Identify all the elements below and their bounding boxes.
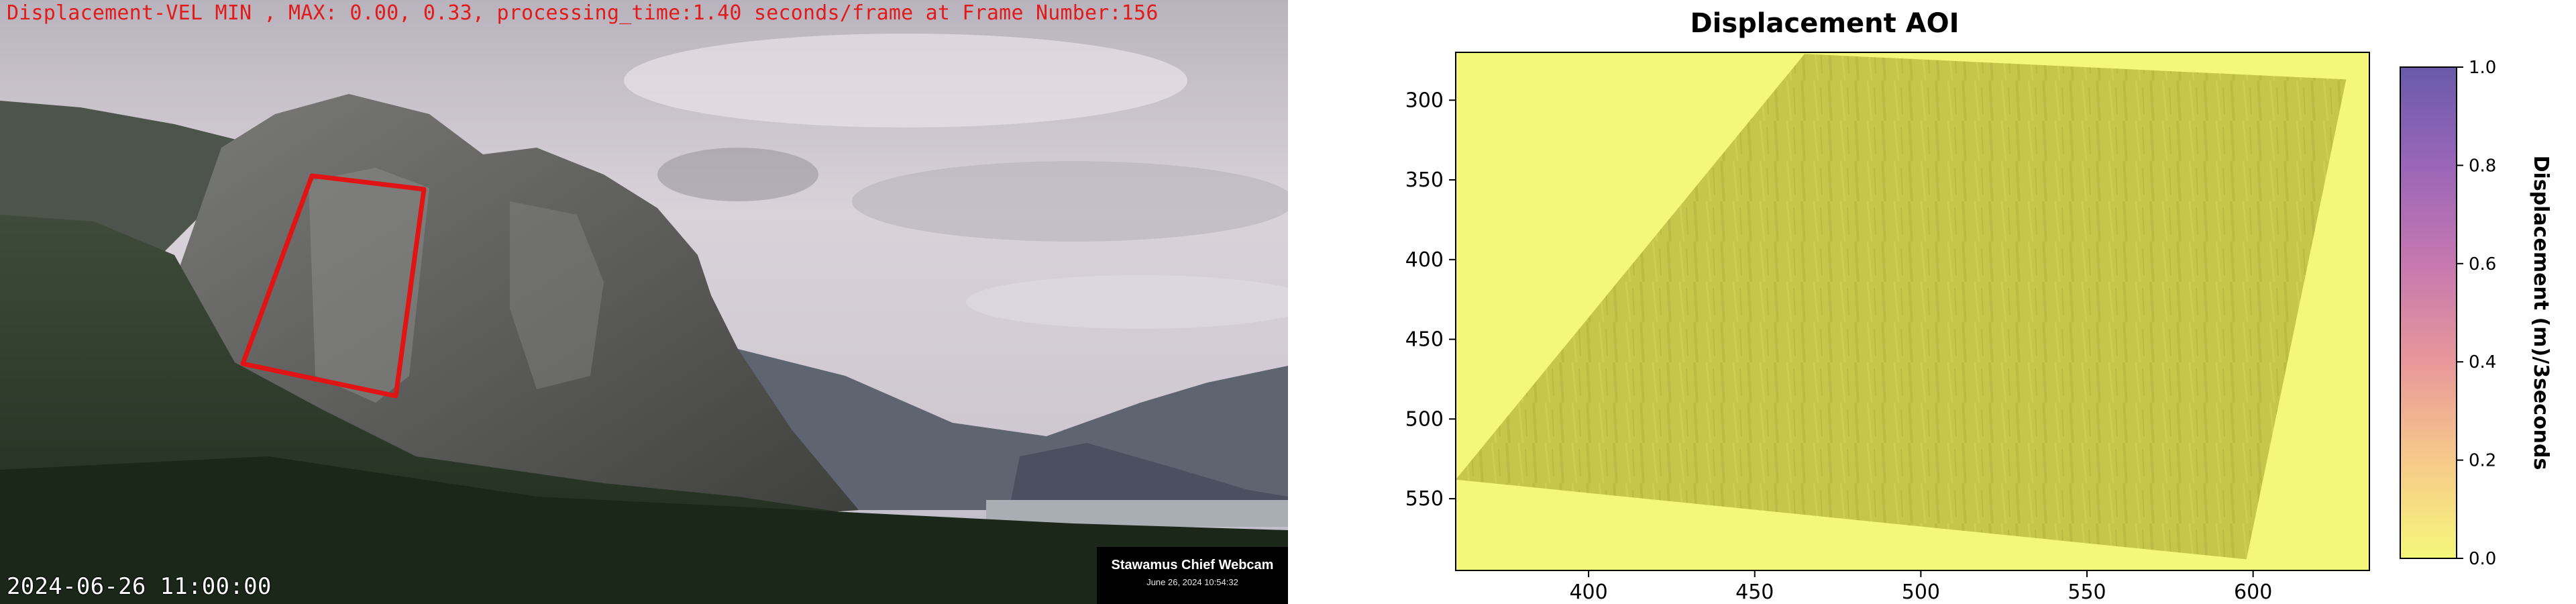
displacement-plot: Displacement AOI 400 450 500 550 600 300 350 40… xyxy=(1288,0,2576,604)
aoi-field-tint xyxy=(1456,54,2347,560)
plot-frame xyxy=(1455,52,2370,571)
colorbar-tick-label: 0.4 xyxy=(2469,352,2496,372)
colorbar-tick-label: 0.8 xyxy=(2469,156,2496,176)
y-tick-label: 500 xyxy=(1405,407,1444,431)
webcam-frame: Displacement-VEL MIN , MAX: 0.00, 0.33, … xyxy=(0,0,1288,604)
colorbar-tick-label: 0.2 xyxy=(2469,451,2496,471)
processing-overlay-text: Displacement-VEL MIN , MAX: 0.00, 0.33, … xyxy=(7,1,1159,25)
colorbar-tick-label: 1.0 xyxy=(2469,58,2496,78)
colorbar-tick-label: 0.0 xyxy=(2469,549,2496,569)
frame-timestamp: 2024-06-26 11:00:00 xyxy=(7,573,272,600)
plot-axes: 400 450 500 550 600 300 350 400 450 500 550 xyxy=(1405,52,2370,604)
y-tick-label: 450 xyxy=(1405,328,1444,352)
x-tick-label: 400 xyxy=(1569,581,1607,604)
aoi-field xyxy=(1456,54,2347,560)
webcam-badge-date: June 26, 2024 10:54:32 xyxy=(1146,577,1238,587)
x-tick-label: 600 xyxy=(2234,581,2272,604)
x-tick-label: 450 xyxy=(1735,581,1774,604)
colorbar-gradient xyxy=(2400,66,2457,559)
roi-outline xyxy=(240,173,427,399)
colorbar: 0.0 0.2 0.4 0.6 0.8 1.0 Displacement (m)/3seco… xyxy=(2400,58,2553,569)
displacement-plot-svg: Displacement AOI 400 450 500 550 60030035040… xyxy=(1405,8,2553,604)
y-tick-label: 300 xyxy=(1405,89,1444,112)
x-tick-label: 500 xyxy=(1902,581,1940,604)
y-tick-label: 550 xyxy=(1405,487,1444,511)
colorbar-label: Displacement (m)/3seconds xyxy=(2529,156,2553,470)
colorbar-tick-label: 0.6 xyxy=(2469,254,2496,274)
webcam-scene xyxy=(0,0,1288,604)
webcam-badge: Stawamus Chief Webcam June 26, 2024 10:5… xyxy=(1097,547,1288,604)
y-tick-label: 350 xyxy=(1405,168,1444,192)
y-tick-label: 400 xyxy=(1405,248,1444,272)
webcam-badge-title: Stawamus Chief Webcam xyxy=(1111,558,1274,572)
chart-title: Displacement AOI xyxy=(1690,8,1959,39)
x-tick-label: 550 xyxy=(2068,581,2106,604)
